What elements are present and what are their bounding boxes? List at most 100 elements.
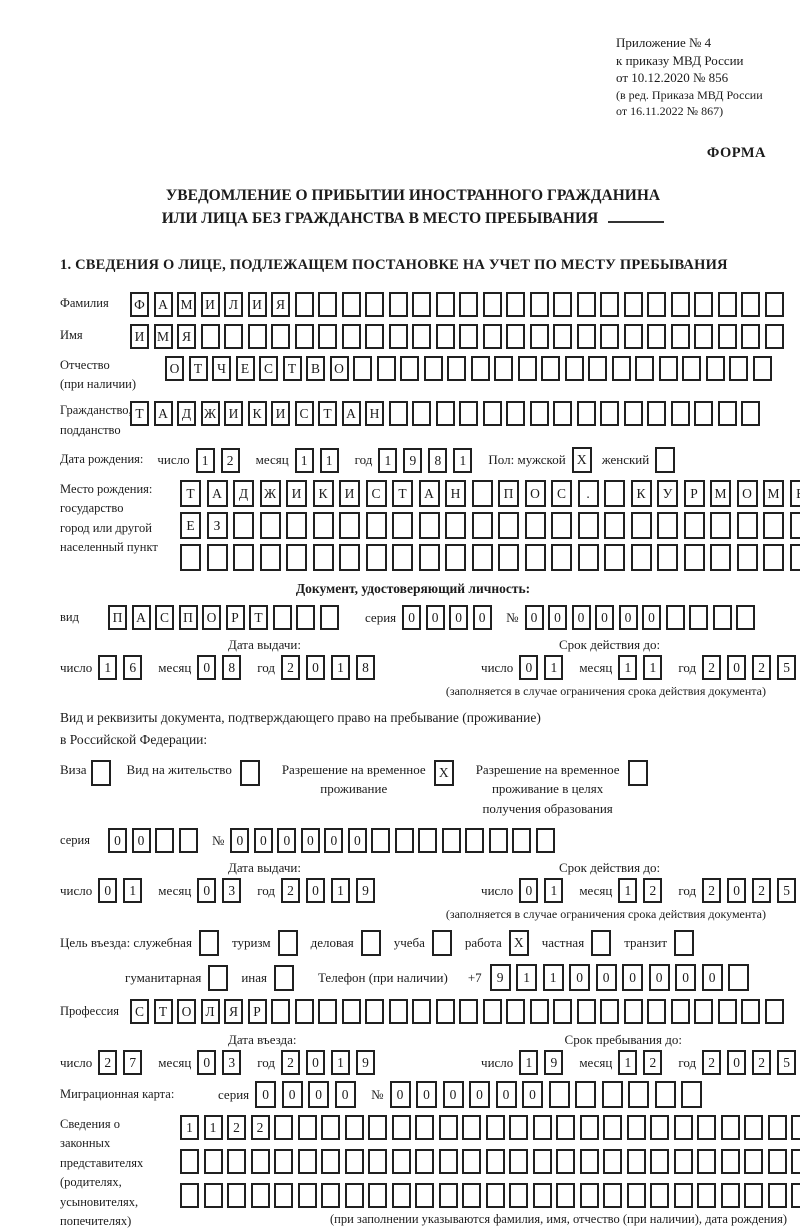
rvp-education-checkbox[interactable] [628, 760, 648, 786]
form-cell[interactable]: Ж [201, 401, 220, 426]
form-cell[interactable]: К [631, 480, 652, 507]
form-cell[interactable] [790, 544, 800, 571]
form-cell[interactable]: 0 [727, 655, 746, 680]
purpose-official-checkbox[interactable] [199, 930, 219, 956]
form-cell[interactable]: М [763, 480, 784, 507]
form-cell[interactable] [201, 324, 220, 349]
form-cell[interactable]: 0 [519, 878, 538, 903]
form-cell[interactable] [489, 828, 508, 853]
form-cell[interactable] [600, 324, 619, 349]
form-cell[interactable]: Е [236, 356, 255, 381]
form-cell[interactable]: Т [180, 480, 201, 507]
form-cell[interactable] [578, 512, 599, 539]
form-cell[interactable]: 0 [197, 655, 216, 680]
form-cell[interactable] [671, 324, 690, 349]
form-cell[interactable] [556, 1115, 575, 1140]
form-cell[interactable] [635, 356, 654, 381]
sex-male-checkbox[interactable]: X [572, 447, 592, 473]
form-cell[interactable] [721, 1149, 740, 1174]
form-cell[interactable] [260, 512, 281, 539]
form-cell[interactable] [741, 999, 760, 1024]
form-cell[interactable] [565, 356, 584, 381]
form-cell[interactable]: Р [226, 605, 245, 630]
form-cell[interactable] [462, 1115, 481, 1140]
form-cell[interactable]: . [578, 480, 599, 507]
form-cell[interactable]: 0 [348, 828, 367, 853]
form-cell[interactable] [647, 999, 666, 1024]
form-cell[interactable] [278, 930, 298, 956]
form-cell[interactable] [627, 1115, 646, 1140]
form-cell[interactable] [418, 828, 437, 853]
form-cell[interactable]: 0 [569, 964, 590, 991]
form-cell[interactable] [321, 1115, 340, 1140]
form-cell[interactable]: 0 [642, 605, 661, 630]
form-cell[interactable] [791, 1183, 800, 1208]
form-cell[interactable]: Ф [130, 292, 149, 317]
form-cell[interactable] [647, 401, 666, 426]
form-cell[interactable] [553, 324, 572, 349]
form-cell[interactable] [483, 324, 502, 349]
form-cell[interactable] [697, 1115, 716, 1140]
form-cell[interactable]: Т [392, 480, 413, 507]
form-cell[interactable]: 1 [643, 655, 662, 680]
form-cell[interactable]: 0 [548, 605, 567, 630]
form-cell[interactable] [631, 512, 652, 539]
form-cell[interactable]: 0 [727, 878, 746, 903]
form-cell[interactable] [655, 1081, 676, 1108]
form-cell[interactable] [541, 356, 560, 381]
form-cell[interactable]: Р [248, 999, 267, 1024]
form-cell[interactable] [765, 292, 784, 317]
form-cell[interactable]: 1 [519, 1050, 538, 1075]
form-cell[interactable] [624, 401, 643, 426]
form-cell[interactable] [345, 1149, 364, 1174]
form-cell[interactable]: Ж [260, 480, 281, 507]
form-cell[interactable]: Д [233, 480, 254, 507]
form-cell[interactable] [647, 324, 666, 349]
form-cell[interactable] [318, 999, 337, 1024]
form-cell[interactable]: И [286, 480, 307, 507]
form-cell[interactable]: И [339, 480, 360, 507]
form-cell[interactable]: К [313, 480, 334, 507]
form-cell[interactable]: С [551, 480, 572, 507]
form-cell[interactable] [483, 999, 502, 1024]
form-cell[interactable]: И [248, 292, 267, 317]
form-cell[interactable]: 1 [295, 448, 314, 473]
form-cell[interactable] [710, 512, 731, 539]
form-cell[interactable] [432, 930, 452, 956]
form-cell[interactable]: Т [249, 605, 268, 630]
form-cell[interactable]: 9 [356, 1050, 375, 1075]
form-cell[interactable]: 1 [516, 964, 537, 991]
form-cell[interactable]: Л [224, 292, 243, 317]
form-cell[interactable] [530, 292, 549, 317]
form-cell[interactable]: 0 [306, 655, 325, 680]
form-cell[interactable] [274, 1115, 293, 1140]
form-cell[interactable] [400, 356, 419, 381]
form-cell[interactable]: Т [283, 356, 302, 381]
form-cell[interactable] [494, 356, 513, 381]
form-cell[interactable]: 0 [301, 828, 320, 853]
form-cell[interactable] [627, 1183, 646, 1208]
form-cell[interactable]: Я [177, 324, 196, 349]
form-cell[interactable] [342, 324, 361, 349]
form-cell[interactable]: Я [224, 999, 243, 1024]
form-cell[interactable] [392, 544, 413, 571]
form-cell[interactable]: 0 [426, 605, 445, 630]
birthplace-row-3[interactable] [180, 544, 800, 571]
form-cell[interactable] [536, 828, 555, 853]
form-cell[interactable]: О [330, 356, 349, 381]
form-cell[interactable]: 0 [308, 1081, 329, 1108]
form-cell[interactable]: Е [180, 512, 201, 539]
form-cell[interactable]: 1 [378, 448, 397, 473]
form-cell[interactable] [361, 930, 381, 956]
form-cell[interactable] [442, 828, 461, 853]
form-cell[interactable] [199, 930, 219, 956]
